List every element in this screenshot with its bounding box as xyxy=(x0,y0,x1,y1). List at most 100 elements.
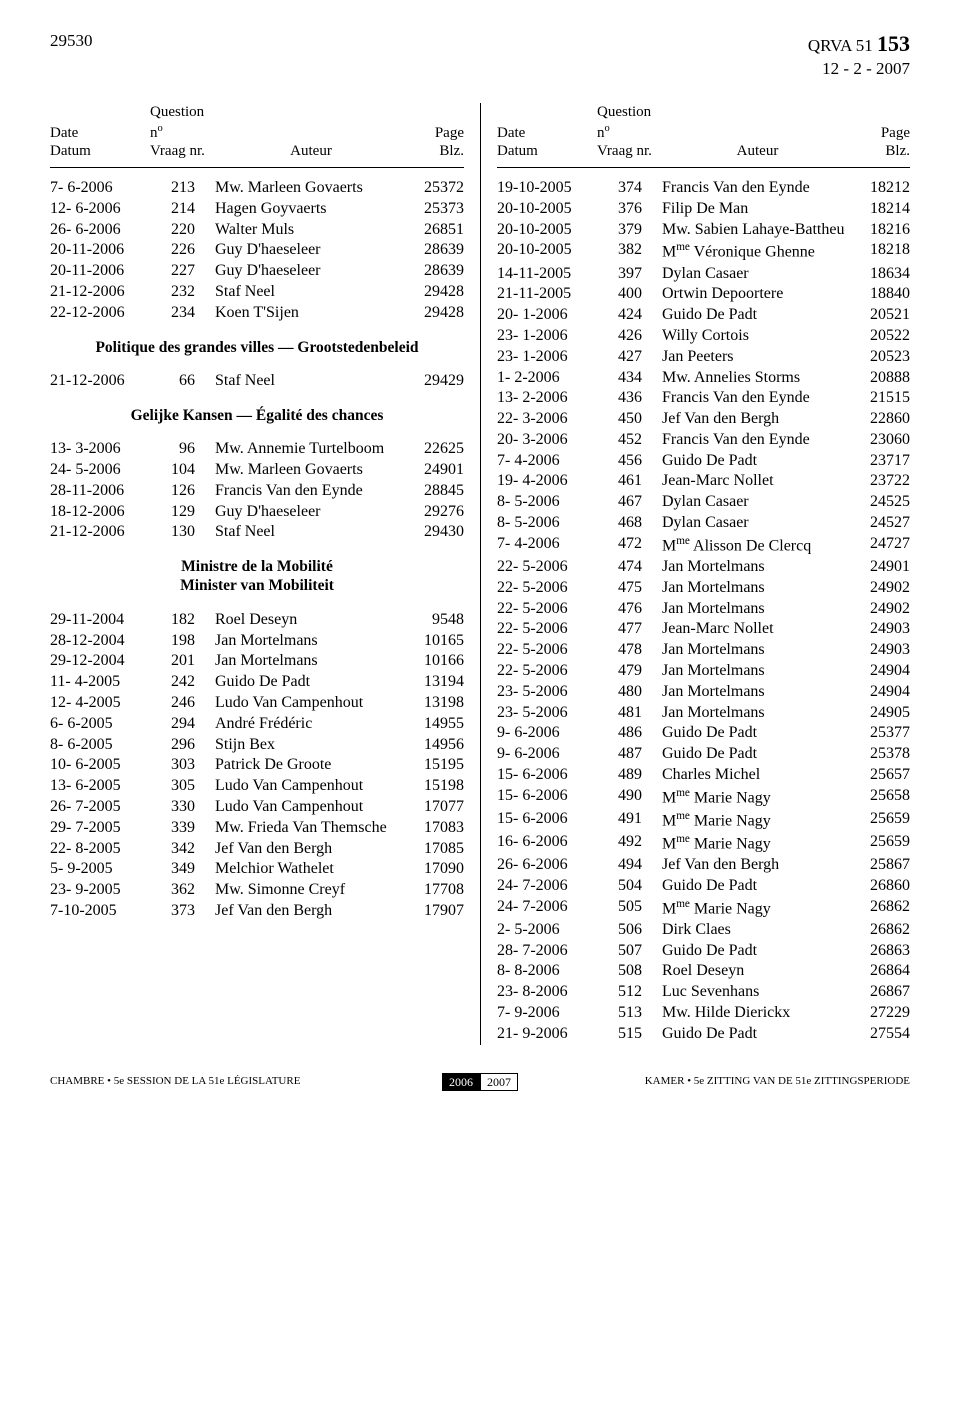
row-number: 397 xyxy=(601,264,656,285)
col-header-page-fr: Page xyxy=(404,124,464,143)
row-number: 480 xyxy=(601,682,656,703)
footer-center: 2006 2007 xyxy=(442,1073,518,1091)
row-number: 382 xyxy=(601,240,656,261)
row-date: 9- 6-2006 xyxy=(497,723,597,744)
row-number: 126 xyxy=(154,481,209,502)
row-number: 400 xyxy=(601,284,656,305)
row-date: 7- 9-2006 xyxy=(497,1003,597,1024)
row-page: 17085 xyxy=(404,839,464,860)
row-number: 198 xyxy=(154,631,209,652)
row-date: 8- 5-2006 xyxy=(497,513,597,534)
row-date: 23- 9-2005 xyxy=(50,880,150,901)
table-row: 21- 9-2006515Guido De Padt27554 xyxy=(497,1024,910,1045)
table-row: 2- 5-2006506Dirk Claes26862 xyxy=(497,920,910,941)
row-author: Jef Van den Bergh xyxy=(660,409,846,430)
col-header-date-fr: Date xyxy=(497,124,597,143)
row-date: 28- 7-2006 xyxy=(497,941,597,962)
row-number: 504 xyxy=(601,876,656,897)
row-date: 5- 9-2005 xyxy=(50,859,150,880)
row-date: 20-11-2006 xyxy=(50,261,150,282)
row-author: Jan Mortelmans xyxy=(660,599,846,620)
row-author: Guido De Padt xyxy=(660,941,846,962)
table-row: 19-10-2005374Francis Van den Eynde18212 xyxy=(497,178,910,199)
row-date: 8- 6-2005 xyxy=(50,735,150,756)
column-left: Date Datum Question no Vraag nr. Auteur … xyxy=(50,103,480,1045)
row-page: 26862 xyxy=(850,897,910,918)
row-date: 26- 6-2006 xyxy=(50,220,150,241)
table-row: 23- 5-2006480Jan Mortelmans24904 xyxy=(497,682,910,703)
table-row: 20-10-2005382Mme Véronique Ghenne18218 xyxy=(497,240,910,263)
row-page: 25372 xyxy=(404,178,464,199)
table-row: 28-11-2006126Francis Van den Eynde28845 xyxy=(50,481,464,502)
table-row: 22- 5-2006475Jan Mortelmans24902 xyxy=(497,578,910,599)
row-page: 17077 xyxy=(404,797,464,818)
row-author: Guy D'haeseleer xyxy=(213,261,400,282)
row-date: 6- 6-2005 xyxy=(50,714,150,735)
col-header-auteur: Auteur xyxy=(218,142,404,161)
col-header-auteur: Auteur xyxy=(665,142,850,161)
row-author: Guy D'haeseleer xyxy=(213,240,400,261)
table-row: 22- 5-2006478Jan Mortelmans24903 xyxy=(497,640,910,661)
row-author: Mme Véronique Ghenne xyxy=(660,240,846,263)
row-page: 18216 xyxy=(850,220,910,241)
row-page: 24903 xyxy=(850,619,910,640)
row-page: 10165 xyxy=(404,631,464,652)
table-row: 21-11-2005400Ortwin Depoortere18840 xyxy=(497,284,910,305)
row-author: Walter Muls xyxy=(213,220,400,241)
col-header-question: Question no Vraag nr. xyxy=(597,103,665,161)
row-date: 12- 4-2005 xyxy=(50,693,150,714)
row-author: André Frédéric xyxy=(213,714,400,735)
row-page: 9548 xyxy=(404,610,464,631)
col-header-question: Question no Vraag nr. xyxy=(150,103,218,161)
row-page: 20888 xyxy=(850,368,910,389)
row-date: 19- 4-2006 xyxy=(497,471,597,492)
row-number: 362 xyxy=(154,880,209,901)
row-date: 24- 5-2006 xyxy=(50,460,150,481)
row-date: 16- 6-2006 xyxy=(497,832,597,853)
table-row: 24- 5-2006104Mw. Marleen Govaerts24901 xyxy=(50,460,464,481)
col-header-q-nl: Vraag nr. xyxy=(150,142,218,161)
section-heading: Politique des grandes villes — Grootsted… xyxy=(50,338,464,357)
table-row: 20-11-2006226Guy D'haeseleer28639 xyxy=(50,240,464,261)
row-author: Mme Marie Nagy xyxy=(660,786,846,809)
table-row: 20- 1-2006424Guido De Padt20521 xyxy=(497,305,910,326)
row-page: 29428 xyxy=(404,303,464,324)
table-row: 26- 6-2006220Walter Muls26851 xyxy=(50,220,464,241)
row-author: Dylan Casaer xyxy=(660,492,846,513)
row-number: 486 xyxy=(601,723,656,744)
row-page: 26851 xyxy=(404,220,464,241)
table-row: 26- 6-2006494Jef Van den Bergh25867 xyxy=(497,855,910,876)
qrva-prefix: QRVA 51 xyxy=(808,36,873,55)
row-page: 26867 xyxy=(850,982,910,1003)
page: 29530 QRVA 51 153 12 - 2 - 2007 Date Dat… xyxy=(0,0,960,1111)
row-page: 10166 xyxy=(404,651,464,672)
row-page: 24901 xyxy=(850,557,910,578)
table-row: 20- 3-2006452Francis Van den Eynde23060 xyxy=(497,430,910,451)
row-number: 296 xyxy=(154,735,209,756)
row-number: 479 xyxy=(601,661,656,682)
row-number: 376 xyxy=(601,199,656,220)
row-author: Mw. Frieda Van Themsche xyxy=(213,818,400,839)
row-page: 28639 xyxy=(404,240,464,261)
table-row: 13- 3-200696Mw. Annemie Turtelboom22625 xyxy=(50,439,464,460)
row-author: Ludo Van Campenhout xyxy=(213,693,400,714)
columns: Date Datum Question no Vraag nr. Auteur … xyxy=(50,103,910,1045)
row-number: 305 xyxy=(154,776,209,797)
row-number: 512 xyxy=(601,982,656,1003)
row-page: 17083 xyxy=(404,818,464,839)
row-number: 66 xyxy=(154,371,209,392)
row-number: 349 xyxy=(154,859,209,880)
row-author: Jan Mortelmans xyxy=(660,640,846,661)
col-header-date: Date Datum xyxy=(50,124,150,162)
row-date: 7- 4-2006 xyxy=(497,451,597,472)
row-date: 29-11-2004 xyxy=(50,610,150,631)
row-page: 17708 xyxy=(404,880,464,901)
row-date: 21-12-2006 xyxy=(50,282,150,303)
row-author: Roel Deseyn xyxy=(660,961,846,982)
row-date: 28-11-2006 xyxy=(50,481,150,502)
row-author: Roel Deseyn xyxy=(213,610,400,631)
row-number: 379 xyxy=(601,220,656,241)
row-number: 476 xyxy=(601,599,656,620)
row-author: Guido De Padt xyxy=(660,1024,846,1045)
table-row: 8- 5-2006467Dylan Casaer24525 xyxy=(497,492,910,513)
